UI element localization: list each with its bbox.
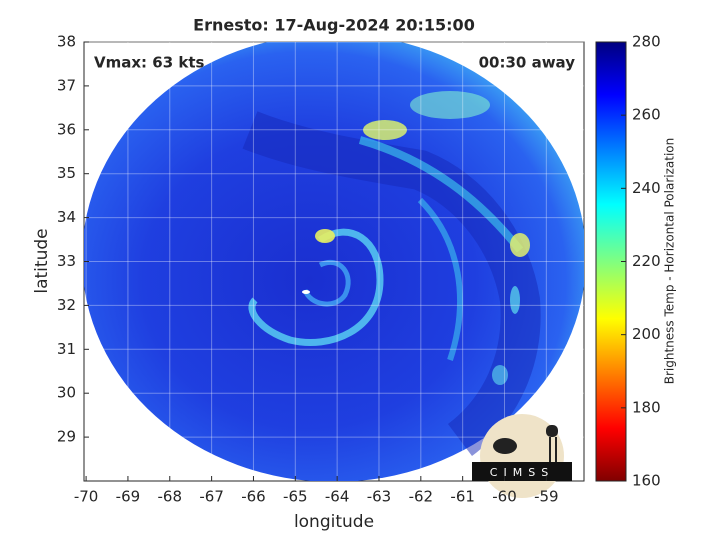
x-tick-label: -59 xyxy=(534,488,559,506)
x-tick-label: -61 xyxy=(450,488,475,506)
y-tick-label: 34 xyxy=(57,208,76,226)
colorbar-tick-label: 180 xyxy=(632,398,661,416)
x-tick-label: -63 xyxy=(367,488,392,506)
y-tick-label: 33 xyxy=(57,252,76,270)
x-tick-label: -64 xyxy=(325,488,350,506)
x-tick-label: -68 xyxy=(158,488,183,506)
y-tick-label: 36 xyxy=(57,120,76,138)
x-tick-label: -62 xyxy=(409,488,434,506)
x-tick-label: -70 xyxy=(74,488,99,506)
chart-title: Ernesto: 17-Aug-2024 20:15:00 xyxy=(193,16,475,35)
y-tick-label: 29 xyxy=(57,428,76,446)
y-tick-label: 35 xyxy=(57,164,76,182)
colorbar-tick-label: 200 xyxy=(632,325,661,343)
satellite-image xyxy=(84,42,584,481)
y-tick-label: 30 xyxy=(57,384,76,402)
x-tick-label: -69 xyxy=(116,488,141,506)
colorbar-tick-label: 240 xyxy=(632,179,661,197)
x-tick-label: -66 xyxy=(241,488,266,506)
colorbar-tick-label: 220 xyxy=(632,252,661,270)
colorbar-label: Brightness Temp - Horizontal Polarizatio… xyxy=(663,138,677,385)
grid xyxy=(84,41,584,481)
x-tick-label: -65 xyxy=(283,488,308,506)
annotation: 00:30 away xyxy=(479,54,576,72)
logo: CIMSS xyxy=(472,414,572,498)
logo-text: CIMSS xyxy=(490,466,554,479)
colorbar-tick-label: 280 xyxy=(632,33,661,51)
colorbar-tick-label: 160 xyxy=(632,472,661,490)
y-axis-label: latitude xyxy=(32,228,52,293)
x-tick-label: -60 xyxy=(492,488,517,506)
annotation: Vmax: 63 kts xyxy=(94,54,204,72)
y-tick-label: 32 xyxy=(57,296,76,314)
colorbar-tick-label: 260 xyxy=(632,106,661,124)
x-tick-label: -67 xyxy=(199,488,224,506)
y-tick-label: 38 xyxy=(57,33,76,51)
y-tick-label: 31 xyxy=(57,340,76,358)
x-axis-label: longitude xyxy=(294,512,374,532)
y-tick-label: 37 xyxy=(57,76,76,94)
